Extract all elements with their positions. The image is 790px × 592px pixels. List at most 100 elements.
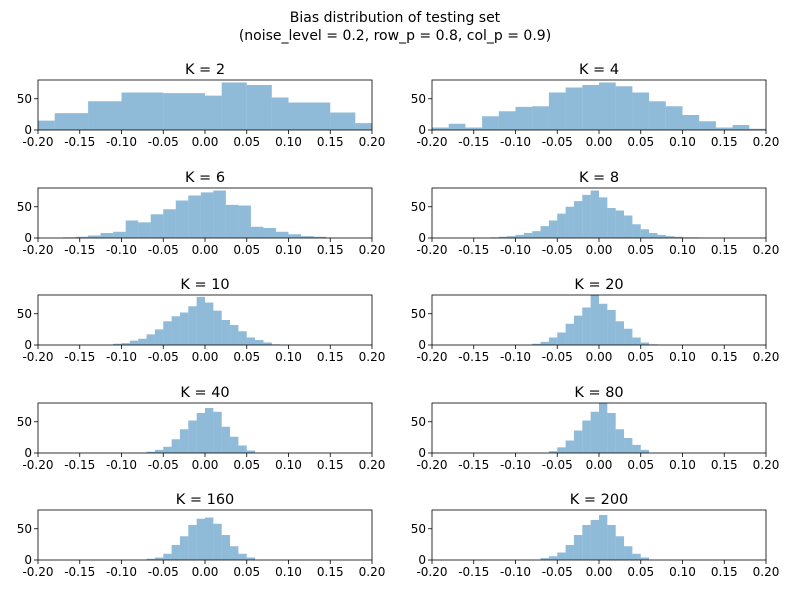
histogram-panel: -0.20 -0.15 -0.10 -0.05 0.00 0.05 0.10 0.15 0.20… [411,385,780,472]
histogram-bar [432,127,449,130]
panel-title: K = 200 [570,492,629,508]
histogram-bars [532,295,658,345]
histogram-bar [171,545,180,560]
panel-title: K = 6 [185,170,225,186]
x-tick-label: 0.05 [627,243,654,257]
histogram-bar [548,556,558,560]
x-tick-label: -0.15 [64,243,95,257]
panel-title: K = 2 [185,62,225,78]
x-tick-label: -0.15 [458,135,489,149]
histogram-bar [599,515,608,560]
histogram-bar [179,536,189,560]
histogram-bar [615,210,625,238]
x-tick-label: -0.05 [148,350,179,364]
histogram-bar [640,557,650,560]
histogram-bar [113,231,126,238]
histogram-bar [230,325,239,345]
y-tick-label: 0 [24,553,32,567]
histogram-bar [113,343,122,345]
histogram-bar [146,558,155,560]
histogram-bar [632,337,641,345]
histogram-bar [355,123,372,130]
x-tick-label: 0.20 [359,243,386,257]
histogram-bar [100,233,114,238]
histogram-bar [196,518,205,560]
histogram-bar [665,236,675,238]
x-tick-label: 0.05 [627,565,654,579]
x-tick-label: 0.20 [753,458,780,472]
x-tick-label: -0.10 [500,565,531,579]
histogram-bars [113,296,281,345]
x-tick-label: 0.05 [233,565,260,579]
histogram-bar [665,106,683,130]
histogram-bar [188,525,197,560]
histogram-bar [163,446,172,453]
x-tick-label: -0.20 [416,135,447,149]
histogram-bar [205,408,214,453]
x-tick-label: 0.20 [753,243,780,257]
histogram-bar [632,92,650,130]
histogram-bars [146,517,256,560]
panel-title: K = 20 [574,277,623,293]
histogram-bar [205,517,214,560]
histogram-bar [732,125,750,130]
histogram-bar [532,231,541,238]
histogram-bar [632,553,641,560]
histogram-bar [498,236,508,238]
histogram-bar [607,413,616,453]
x-tick-label: 0.10 [275,458,302,472]
histogram-bar [649,101,666,130]
histogram-bar [573,430,583,453]
y-tick-label: 50 [17,415,32,429]
histogram-bar [607,208,616,238]
histogram-bar [288,234,302,238]
x-tick-label: -0.20 [416,458,447,472]
x-tick-label: 0.20 [359,458,386,472]
panel-title: K = 10 [180,277,229,293]
x-tick-label: -0.15 [458,458,489,472]
histogram-bar [221,82,247,130]
histogram-bars [146,408,256,453]
x-tick-label: 0.00 [192,243,219,257]
x-tick-label: 0.05 [627,458,654,472]
histogram-bar [540,558,549,560]
histogram-bar [582,85,599,130]
histogram-bar [624,215,633,238]
histogram-bar [246,450,256,453]
x-tick-label: 0.15 [317,565,344,579]
histogram-bar [615,536,625,560]
x-tick-label: -0.10 [106,135,137,149]
x-tick-label: -0.10 [106,243,137,257]
x-tick-label: -0.10 [500,243,531,257]
y-tick-label: 50 [17,307,32,321]
histogram-bar [582,420,591,453]
histogram-bar [540,341,549,345]
histogram-bar [548,220,558,238]
x-tick-label: -0.15 [458,350,489,364]
x-tick-label: -0.05 [542,243,573,257]
histogram-panel: -0.20 -0.15 -0.10 -0.05 0.00 0.05 0.10 0.15 0.20… [17,385,386,472]
panel-title: K = 4 [579,62,619,78]
histogram-bar [146,334,155,345]
histogram-bar [301,236,314,238]
histogram-bar [657,234,666,238]
histogram-bar [624,328,633,345]
histogram-bar [75,236,89,238]
histogram-bar [121,92,164,130]
histogram-bars [540,515,650,560]
histogram-bar [465,127,483,130]
y-tick-label: 50 [17,522,32,536]
x-tick-label: 0.15 [317,458,344,472]
histogram-bar [288,102,331,130]
histogram-bar [54,113,89,130]
x-tick-label: 0.15 [711,350,738,364]
histogram-bar [715,127,733,130]
y-tick-label: 0 [418,338,426,352]
histogram-bar [640,229,650,238]
histogram-panel: -0.20 -0.15 -0.10 -0.05 0.00 0.05 0.10 0.15 0.20… [411,277,780,364]
histogram-bar [125,220,139,238]
histogram-bar [565,206,574,238]
histogram-bar [565,545,574,560]
panel-title: K = 160 [176,492,235,508]
